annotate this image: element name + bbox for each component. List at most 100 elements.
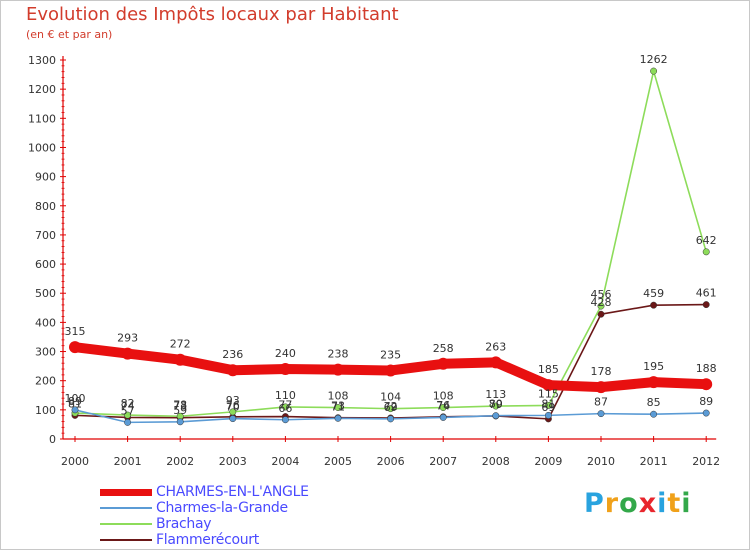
- data-point-charmes-en-l-angle-2010: [595, 381, 607, 394]
- logo-letter: i: [657, 488, 668, 519]
- y-tick-label-100: 100: [35, 404, 56, 417]
- data-label-brachay-2010: 456: [591, 288, 612, 301]
- data-point-brachay-2001: [124, 411, 132, 419]
- legend-label: CHARMES-EN-L'ANGLE: [156, 484, 309, 500]
- data-label-charmes-la-grande-2007: 74: [436, 399, 450, 412]
- data-label-charmes-la-grande-2012: 89: [699, 395, 713, 408]
- data-point-charmes-la-grande-2008: [492, 412, 500, 420]
- data-point-brachay-2009: [544, 402, 552, 409]
- y-tick-label-1200: 1200: [28, 83, 56, 96]
- data-label-flammerecourt-2001: 74: [121, 399, 135, 412]
- data-point-brachay-2008: [492, 402, 500, 410]
- data-point-flammerecourt-2011: [650, 301, 658, 309]
- x-tick-label-2004: 2004: [271, 455, 299, 468]
- data-label-charmes-la-grande-2010: 87: [594, 396, 608, 409]
- logo-letter: P: [584, 488, 605, 519]
- data-label-brachay-2005: 108: [328, 390, 349, 403]
- data-point-brachay-2005: [334, 404, 342, 411]
- data-point-brachay-2006: [387, 405, 395, 413]
- data-point-brachay-2010: [597, 302, 605, 310]
- data-label-flammerecourt-2007: 76: [436, 399, 450, 412]
- data-label-charmes-en-l-angle-2000: 315: [65, 325, 86, 338]
- y-tick-label-400: 400: [35, 316, 56, 329]
- data-label-brachay-2004: 110: [275, 389, 296, 402]
- x-tick-label-2003: 2003: [219, 455, 247, 468]
- y-tick-label-900: 900: [35, 171, 56, 184]
- data-point-charmes-en-l-angle-2004: [279, 363, 292, 376]
- data-label-charmes-en-l-angle-2007: 258: [433, 342, 454, 355]
- data-point-charmes-en-l-angle-2001: [121, 347, 134, 360]
- data-point-flammerecourt-2012: [702, 301, 710, 309]
- data-point-charmes-la-grande-2011: [650, 410, 658, 418]
- y-tick-label-1000: 1000: [28, 141, 56, 154]
- data-label-charmes-en-l-angle-2002: 272: [170, 338, 191, 351]
- data-label-flammerecourt-2002: 73: [173, 400, 187, 413]
- data-point-charmes-la-grande-2010: [597, 410, 605, 418]
- x-tick-label-2008: 2008: [482, 455, 510, 468]
- data-label-flammerecourt-2004: 77: [278, 399, 292, 412]
- data-point-brachay-2004: [281, 403, 289, 411]
- data-point-charmes-la-grande-2001: [124, 418, 132, 426]
- data-point-charmes-la-grande-2012: [702, 409, 710, 417]
- data-point-charmes-la-grande-2007: [439, 413, 447, 421]
- logo-letter: x: [638, 488, 658, 519]
- x-tick-label-2007: 2007: [429, 455, 457, 468]
- series-line-brachay: [74, 70, 708, 418]
- data-label-brachay-2007: 108: [433, 390, 454, 403]
- data-label-flammerecourt-2012: 461: [696, 287, 717, 300]
- data-label-flammerecourt-2003: 76: [226, 399, 240, 412]
- x-tick-label-2009: 2009: [534, 455, 562, 468]
- legend-swatch: [100, 523, 152, 525]
- x-tick-label-2011: 2011: [640, 455, 668, 468]
- data-point-charmes-en-l-angle-2009: [542, 379, 555, 392]
- data-label-charmes-la-grande-2000: 100: [65, 392, 86, 405]
- data-label-flammerecourt-2009: 69: [541, 401, 555, 414]
- data-point-brachay-2003: [229, 408, 237, 416]
- x-tick-label-2000: 2000: [61, 455, 89, 468]
- data-label-brachay-2001: 82: [121, 397, 135, 410]
- x-tick-label-2010: 2010: [587, 455, 615, 468]
- legend-swatch: [100, 507, 152, 509]
- data-label-charmes-en-l-angle-2012: 188: [696, 362, 717, 375]
- data-label-charmes-la-grande-2003: 70: [226, 401, 240, 414]
- x-tick-label-2002: 2002: [166, 455, 194, 468]
- proxiti-logo: Proxiti: [584, 488, 692, 519]
- data-label-flammerecourt-2011: 459: [643, 287, 664, 300]
- y-tick-label-1300: 1300: [28, 54, 56, 67]
- data-label-charmes-en-l-angle-2001: 293: [117, 332, 138, 345]
- data-point-flammerecourt-2010: [597, 310, 605, 318]
- data-label-charmes-en-l-angle-2010: 178: [591, 365, 612, 378]
- data-point-charmes-en-l-angle-2011: [647, 376, 660, 389]
- data-label-brachay-2000: 89: [68, 395, 82, 408]
- data-label-brachay-2011: 1262: [640, 53, 668, 66]
- data-label-charmes-la-grande-2005: 71: [331, 400, 345, 413]
- data-label-charmes-la-grande-2009: 81: [541, 397, 555, 410]
- data-label-charmes-la-grande-2006: 69: [384, 401, 398, 414]
- data-label-charmes-en-l-angle-2009: 185: [538, 363, 559, 376]
- chart-title: Evolution des Impôts locaux par Habitant: [26, 4, 399, 25]
- y-tick-label-600: 600: [35, 258, 56, 271]
- data-label-charmes-en-l-angle-2005: 238: [328, 348, 349, 361]
- data-point-charmes-en-l-angle-2000: [69, 341, 81, 354]
- data-label-charmes-en-l-angle-2003: 236: [222, 348, 243, 361]
- data-point-charmes-en-l-angle-2008: [489, 356, 502, 369]
- y-tick-label-1100: 1100: [28, 112, 56, 125]
- data-point-brachay-2011: [650, 67, 658, 75]
- logo-letter: r: [604, 488, 620, 519]
- y-tick-label-0: 0: [49, 433, 56, 446]
- data-point-charmes-la-grande-2004: [281, 416, 289, 424]
- data-point-charmes-la-grande-2005: [334, 414, 342, 422]
- x-tick-label-2006: 2006: [377, 455, 405, 468]
- data-label-brachay-2006: 104: [380, 391, 401, 404]
- y-tick-label-700: 700: [35, 229, 56, 242]
- data-label-brachay-2009: 115: [538, 387, 559, 400]
- data-labels: 315 293 272 236 240 238 235 258 263 185 178 195 188 1…: [65, 53, 717, 417]
- data-label-flammerecourt-2006: 72: [384, 400, 398, 413]
- series-layer: [69, 67, 713, 426]
- x-tick-label-2001: 2001: [114, 455, 142, 468]
- data-label-flammerecourt-2008: 79: [489, 398, 503, 411]
- legend-label: Charmes-la-Grande: [156, 500, 288, 516]
- logo-letter: i: [681, 488, 692, 519]
